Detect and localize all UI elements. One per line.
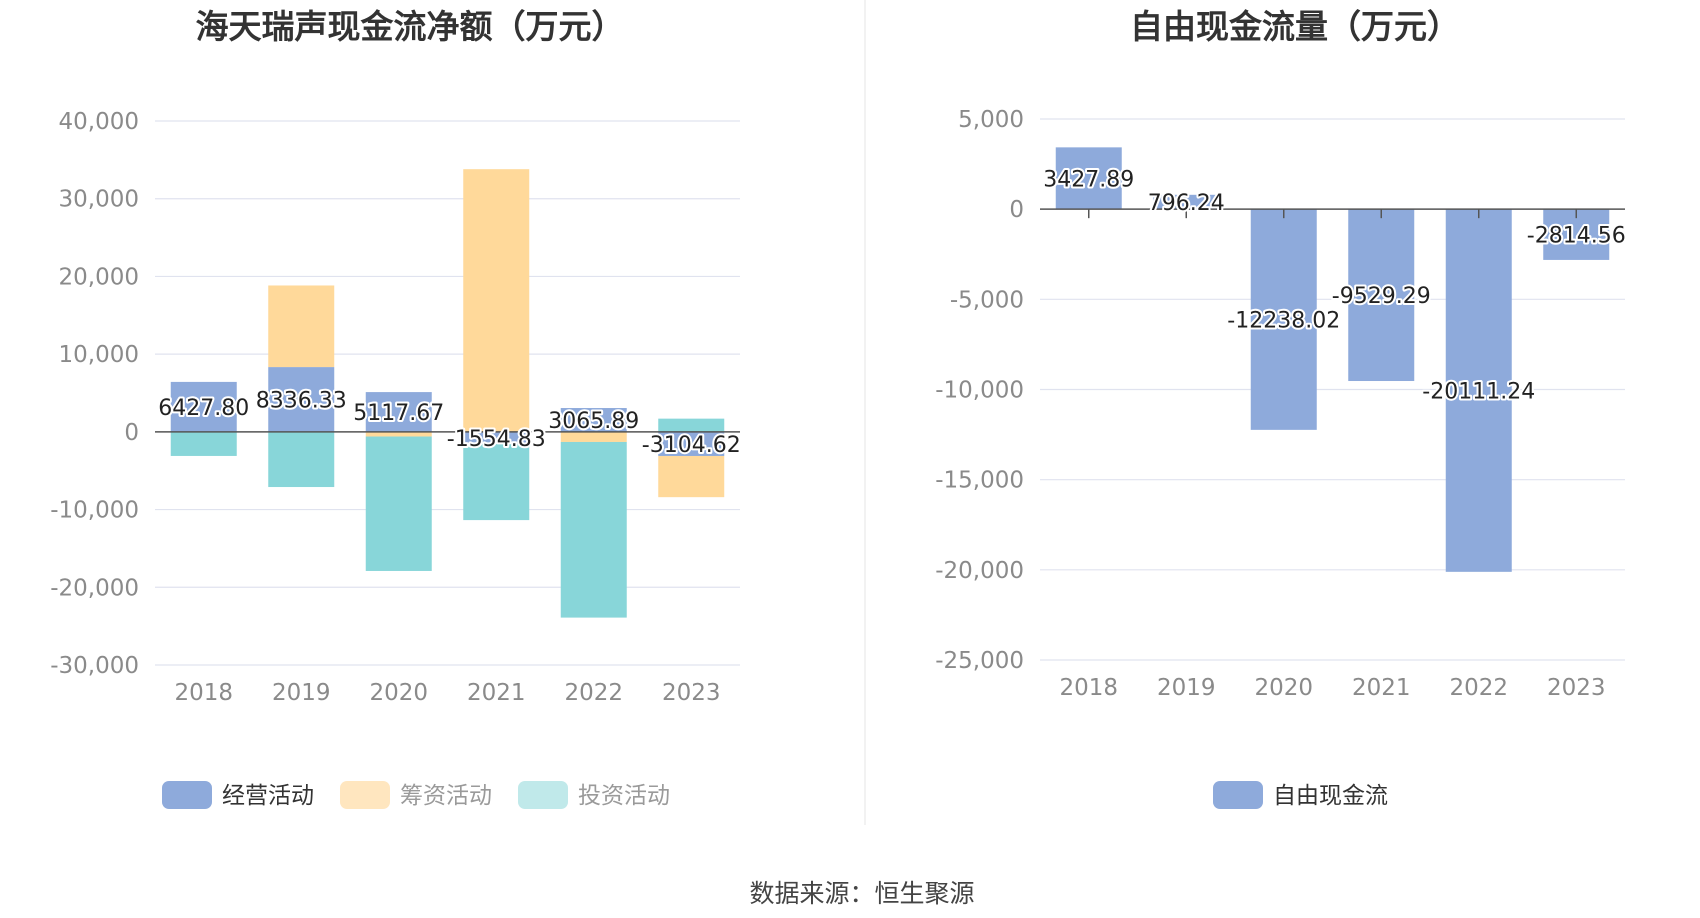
x-tick-label: 2021 [467,680,526,706]
bar-筹资活动-2020[interactable] [365,431,432,437]
bar-投资活动-2023[interactable] [658,418,725,432]
bar-筹资活动-2023[interactable] [658,455,725,498]
y-tick-label: -25,000 [935,648,1024,674]
bar-经营活动-2019[interactable] [268,367,335,432]
chart-title: 自由现金流量（万元） [1130,7,1460,46]
x-tick-label: 2023 [662,680,721,706]
legend-label[interactable]: 自由现金流 [1273,783,1388,809]
free-cashflow-chart-panel: 自由现金流量（万元） 5,000 0 -5,000 -10,000 -15,000 -20,… [935,7,1628,809]
legend-label[interactable]: 投资活动 [578,783,670,809]
bar-投资活动-2021[interactable] [463,443,530,521]
bar-投资活动-2019[interactable] [268,431,335,488]
data-label: -20111.24 [1422,380,1535,405]
y-tick-label: 30,000 [59,187,139,213]
y-tick-label: -30,000 [50,653,139,679]
data-label: -12238.02 [1227,309,1340,334]
bar-经营活动-2021[interactable] [463,431,530,444]
legend-swatch[interactable] [1213,781,1263,809]
cashflow-chart-panel: 海天瑞声现金流净额（万元） 40,000 30,000 20,000 10,000 0 -1… [50,7,743,809]
y-tick-label: 0 [124,420,139,446]
y-tick-label: -15,000 [935,468,1024,494]
data-label: -1554.83 [447,427,546,452]
bar-自由现金流-2020[interactable] [1250,209,1317,430]
y-tick-label: 40,000 [59,109,139,135]
y-tick-label: -10,000 [935,378,1024,404]
bar-自由现金流-2019[interactable] [1153,194,1220,210]
bar-投资活动-2020[interactable] [365,436,432,571]
data-label: 5117.67 [353,401,444,426]
y-tick-label: 10,000 [59,342,139,368]
legend-swatch[interactable] [340,781,390,809]
data-source-label: 数据来源：恒生聚源 [749,879,974,908]
bar-经营活动-2018[interactable] [170,381,237,432]
legend-label[interactable]: 经营活动 [222,783,314,809]
x-tick-label: 2019 [272,680,331,706]
x-tick-label: 2018 [174,680,233,706]
data-label: 796.24 [1148,191,1225,216]
x-tick-label: 2020 [369,680,428,706]
x-tick-label: 2018 [1059,675,1118,701]
data-label: 6427.80 [158,396,249,421]
x-tick-label: 2023 [1547,675,1606,701]
legend-swatch[interactable] [518,781,568,809]
bar-经营活动-2023[interactable] [658,431,725,456]
data-label: 3427.89 [1043,167,1134,192]
x-tick-label: 2021 [1352,675,1411,701]
data-label: 8336.33 [256,388,347,413]
y-tick-label: -10,000 [50,498,139,524]
x-tick-label: 2022 [1449,675,1508,701]
bar-自由现金流-2022[interactable] [1445,209,1512,572]
bar-投资活动-2018[interactable] [170,431,237,456]
y-tick-label: -20,000 [50,575,139,601]
bar-筹资活动-2022[interactable] [560,431,627,442]
data-label: -3104.62 [642,433,741,458]
bar-自由现金流-2018[interactable] [1055,147,1122,210]
bar-筹资活动-2021[interactable] [463,169,530,432]
data-label: -9529.29 [1332,284,1431,309]
data-label: 3065.89 [548,409,639,434]
legend-label[interactable]: 筹资活动 [400,783,492,809]
y-tick-label: 5,000 [958,107,1024,133]
x-tick-label: 2020 [1254,675,1313,701]
bar-经营活动-2020[interactable] [365,392,432,432]
y-tick-label: -5,000 [950,287,1024,313]
bar-投资活动-2022[interactable] [560,441,627,618]
legend-swatch[interactable] [162,781,212,809]
chart-title: 海天瑞声现金流净额（万元） [196,7,625,46]
y-tick-label: 0 [1009,197,1024,223]
x-tick-label: 2022 [564,680,623,706]
bar-自由现金流-2021[interactable] [1348,209,1415,382]
bar-筹资活动-2019[interactable] [268,285,335,368]
y-tick-label: -20,000 [935,558,1024,584]
bar-经营活动-2022[interactable] [560,408,627,432]
y-tick-label: 20,000 [59,264,139,290]
data-label: -2814.56 [1527,224,1626,249]
x-tick-label: 2019 [1157,675,1216,701]
